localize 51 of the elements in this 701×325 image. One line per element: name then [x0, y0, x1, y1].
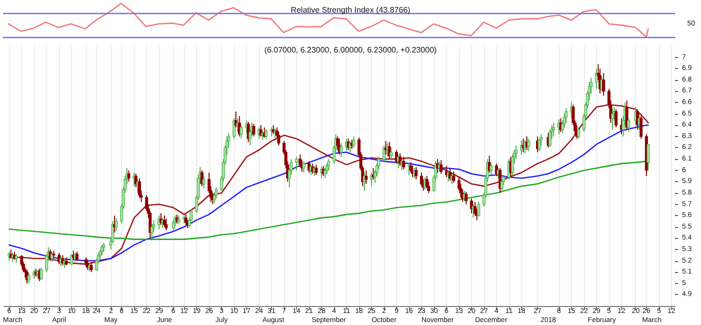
candlestick: [382, 144, 386, 162]
candlestick: [390, 147, 393, 161]
chart-title: (6.07000, 6.23000, 6.00000, 6.23000, +0.23000): [264, 46, 438, 54]
candlestick: [477, 202, 480, 218]
candlestick: [352, 136, 356, 148]
candlestick: [611, 108, 614, 130]
candlestick: [527, 138, 530, 152]
candlestick: [298, 154, 302, 168]
candlestick: [40, 267, 43, 280]
candlestick: [440, 160, 443, 174]
candlestick: [500, 178, 504, 192]
candlestick: [474, 202, 477, 216]
candlestick: [414, 166, 418, 180]
candlestick: [277, 131, 280, 146]
candlestick: [324, 168, 327, 179]
chart-title: Relative Strength Index (43.8766): [290, 6, 411, 14]
candlestick: [102, 242, 106, 252]
candlestick: [177, 215, 180, 226]
candlestick: [27, 272, 30, 284]
candlestick: [420, 172, 424, 187]
candlestick: [264, 129, 268, 140]
candlestick: [214, 186, 218, 200]
candlestick: [490, 163, 493, 176]
candlestick: [232, 118, 236, 140]
candlestick: [100, 244, 104, 256]
candlestick: [564, 108, 568, 124]
candlestick: [340, 142, 343, 158]
candlestick: [646, 144, 650, 171]
candlestick: [364, 170, 368, 184]
candlestick: [98, 248, 102, 260]
candlestick: [164, 218, 168, 231]
candlestick: [398, 152, 402, 166]
candlestick: [464, 191, 468, 205]
candlestick: [577, 126, 580, 140]
candlestick: [327, 158, 330, 171]
candlestick: [70, 254, 74, 266]
candlestick: [314, 164, 318, 176]
candlestick: [425, 176, 428, 189]
candlestick: [336, 136, 340, 150]
candlestick: [61, 254, 64, 266]
candlestick: [172, 220, 175, 232]
candlestick: [75, 251, 78, 262]
candlestick: [602, 72, 606, 96]
candlestick: [452, 170, 456, 184]
candlestick: [138, 178, 141, 198]
candlestick: [252, 124, 256, 137]
candlestick: [127, 170, 130, 182]
candlestick: [614, 108, 618, 128]
candlestick: [14, 254, 18, 264]
candlestick: [402, 156, 406, 170]
candlestick: [295, 156, 298, 171]
